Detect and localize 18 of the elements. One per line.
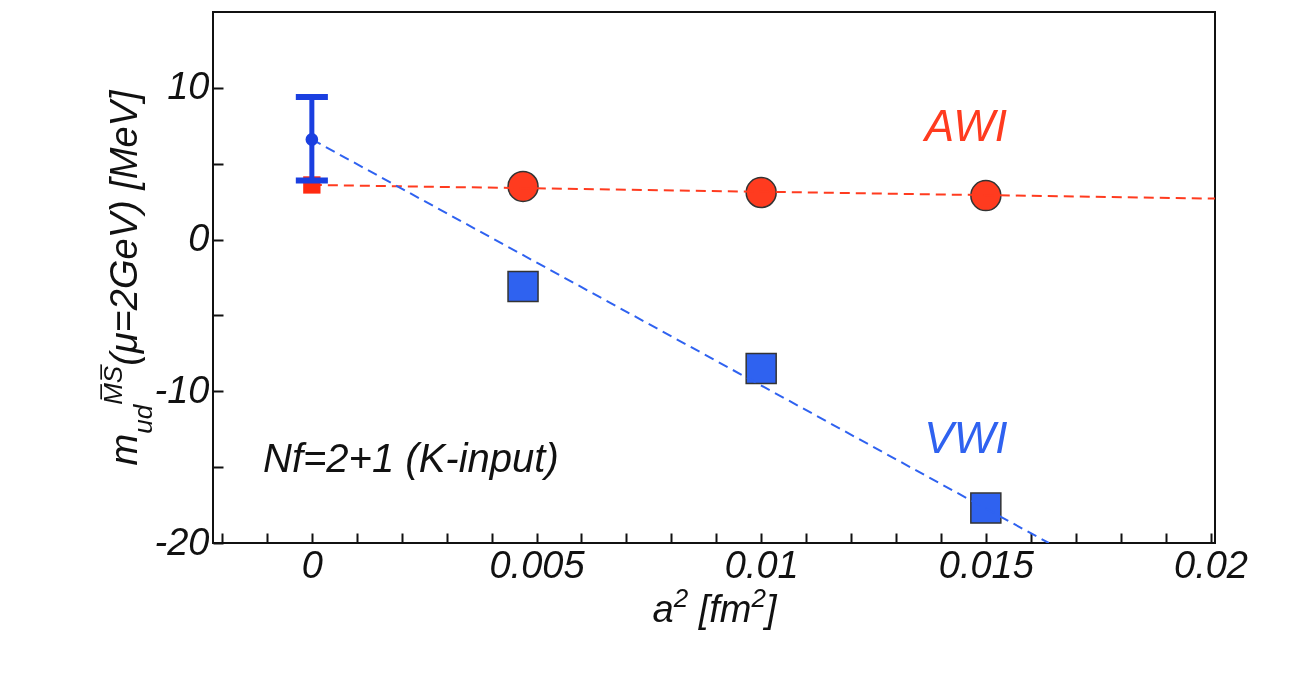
point xyxy=(305,133,319,146)
point xyxy=(970,492,1002,524)
point xyxy=(507,170,539,203)
x-tick-label: 0.02 xyxy=(1174,543,1248,586)
point xyxy=(970,179,1002,212)
y-tick-label: 10 xyxy=(167,65,210,108)
point xyxy=(507,270,539,303)
y-tick-label: -20 xyxy=(154,520,210,563)
x-tick-label: 0.015 xyxy=(938,543,1035,586)
y-tick-label: 0 xyxy=(188,217,210,260)
series-label: VWI xyxy=(924,413,1008,463)
y-tick-label: -10 xyxy=(154,368,210,411)
x-tick-label: 0.005 xyxy=(489,543,586,586)
annotation: Nf=2+1 (K-input) xyxy=(263,436,559,480)
x-tick-label: 0 xyxy=(301,543,323,586)
series-label: AWI xyxy=(921,100,1007,150)
point xyxy=(745,176,777,209)
point xyxy=(745,352,777,385)
